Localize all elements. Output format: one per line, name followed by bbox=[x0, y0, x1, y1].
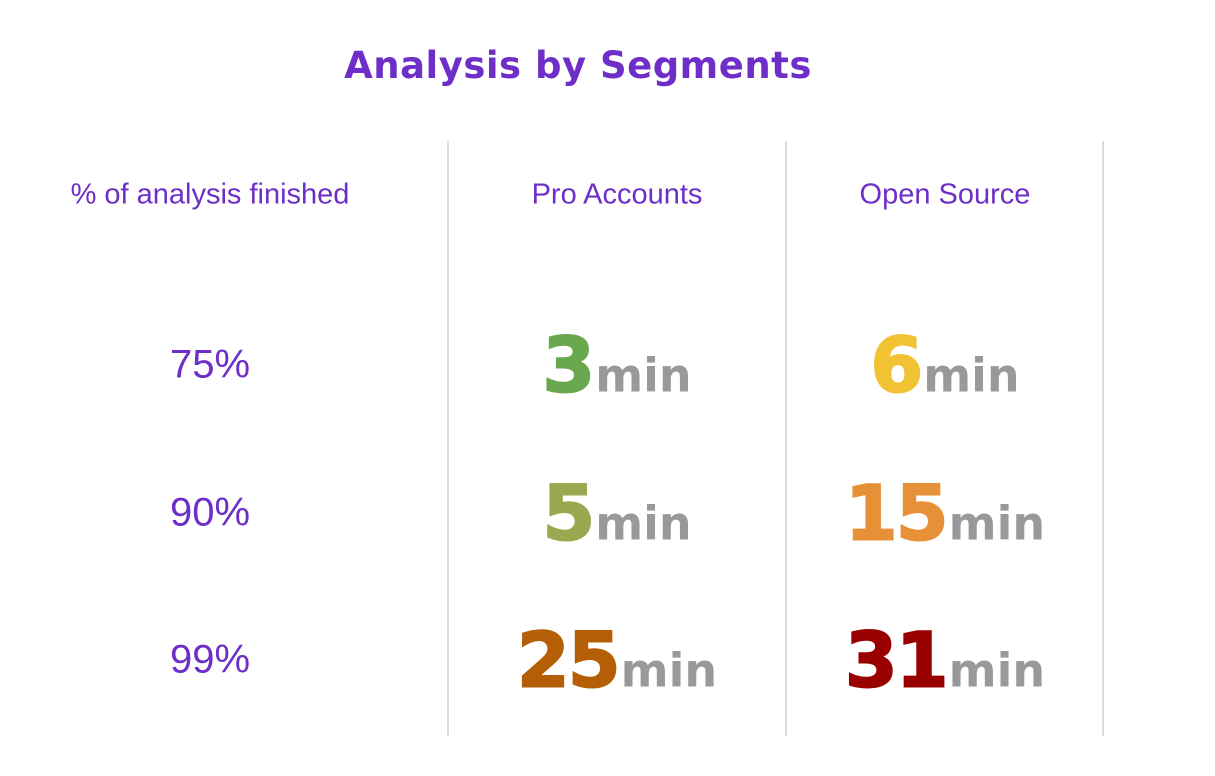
time-unit: min bbox=[923, 348, 1020, 403]
column-header: Open Source bbox=[859, 178, 1031, 211]
column-divider bbox=[785, 141, 787, 736]
title: Analysis by Segments bbox=[344, 44, 812, 87]
time-cell: 6min bbox=[869, 320, 1020, 411]
time-cell: 31min bbox=[844, 615, 1046, 706]
column-header: % of analysis finished bbox=[70, 178, 350, 211]
time-unit: min bbox=[620, 643, 718, 698]
time-cell: 3min bbox=[541, 320, 692, 411]
time-unit: min bbox=[595, 348, 692, 403]
time-value: 25 bbox=[516, 615, 622, 706]
row-label: 90% bbox=[169, 490, 251, 535]
column-divider bbox=[1102, 141, 1104, 736]
time-unit: min bbox=[595, 496, 692, 551]
time-unit: min bbox=[948, 496, 1046, 551]
time-cell: 15min bbox=[844, 468, 1046, 559]
row-label: 99% bbox=[169, 637, 251, 682]
row-label: 75% bbox=[169, 342, 251, 387]
column-divider bbox=[447, 141, 449, 736]
time-cell: 25min bbox=[516, 615, 718, 706]
column-header: Pro Accounts bbox=[531, 178, 703, 211]
time-value: 5 bbox=[541, 468, 596, 559]
time-cell: 5min bbox=[541, 468, 692, 559]
time-value: 15 bbox=[844, 468, 950, 559]
time-unit: min bbox=[948, 643, 1046, 698]
time-value: 6 bbox=[869, 320, 924, 411]
time-value: 3 bbox=[541, 320, 596, 411]
time-value: 31 bbox=[844, 615, 950, 706]
